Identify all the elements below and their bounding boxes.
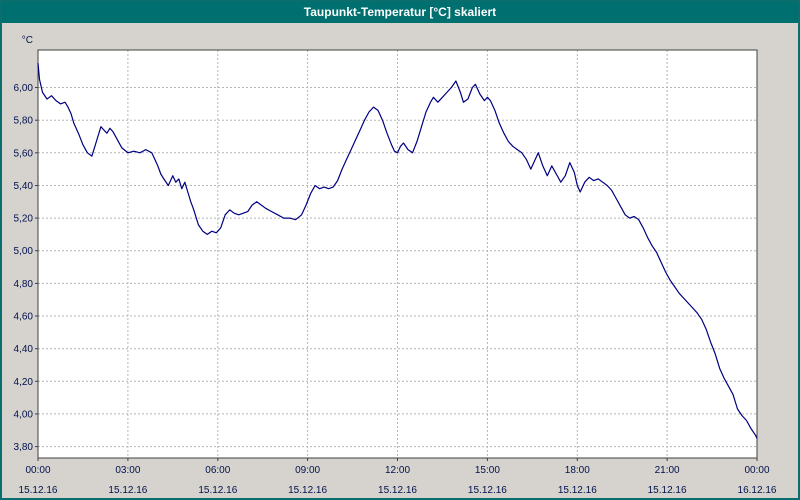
x-tick-date-label: 15.12.16 <box>378 485 417 496</box>
chart-title: Taupunkt-Temperatur [°C] skaliert <box>2 2 798 23</box>
y-tick-label: 4,60 <box>14 312 34 323</box>
y-axis-unit-label: °C <box>22 35 33 46</box>
y-tick-label: 4,40 <box>14 344 34 355</box>
y-tick-label: 5,80 <box>14 116 34 127</box>
x-tick-date-label: 15.12.16 <box>648 485 687 496</box>
y-tick-label: 5,00 <box>14 246 34 257</box>
x-tick-date-label: 15.12.16 <box>108 485 147 496</box>
dewpoint-temperature-chart: 6,00 5,80 5,60 5,40 5,20 5,00 4,80 4,60 4,40 4,20… <box>14 35 777 496</box>
x-tick-time-label: 12:00 <box>385 465 410 476</box>
y-tick-label: 4,00 <box>14 409 34 420</box>
x-tick-date-label: 15.12.16 <box>288 485 327 496</box>
y-tick-label: 4,80 <box>14 279 34 290</box>
x-tick-date-label: 15.12.16 <box>468 485 507 496</box>
x-tick-time-label: 00:00 <box>25 465 50 476</box>
x-tick-date-label: 15.12.16 <box>558 485 597 496</box>
y-tick-label: 5,20 <box>14 214 34 225</box>
x-tick-date-label: 15.12.16 <box>198 485 237 496</box>
y-tick-label: 5,60 <box>14 148 34 159</box>
y-tick-label: 5,40 <box>14 181 34 192</box>
x-tick-date-label: 15.12.16 <box>19 485 58 496</box>
x-tick-time-label: 09:00 <box>295 465 320 476</box>
y-tick-label: 6,00 <box>14 83 34 94</box>
x-tick-time-label: 00:00 <box>744 465 769 476</box>
x-tick-time-label: 06:00 <box>205 465 230 476</box>
x-tick-time-label: 21:00 <box>655 465 680 476</box>
y-tick-label: 4,20 <box>14 377 34 388</box>
y-tick-label: 3,80 <box>14 442 34 453</box>
temperature-line <box>37 63 758 439</box>
x-tick-date-label: 16.12.16 <box>738 485 777 496</box>
x-tick-time-label: 03:00 <box>115 465 140 476</box>
x-tick-time-label: 18:00 <box>565 465 590 476</box>
x-tick-time-label: 15:00 <box>475 465 500 476</box>
